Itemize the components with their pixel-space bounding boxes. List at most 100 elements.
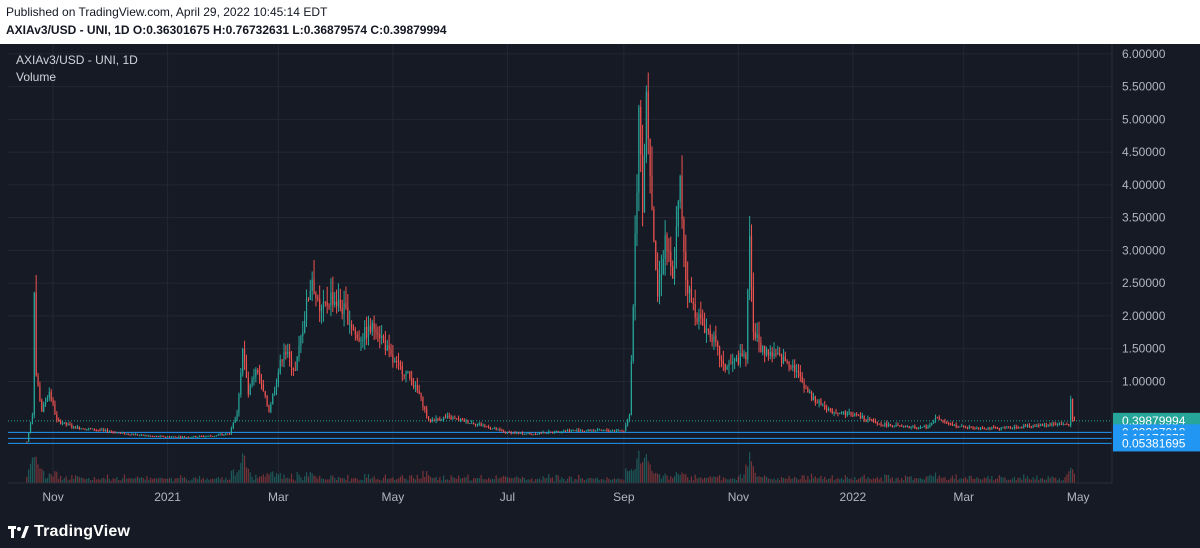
volume-bar	[557, 475, 559, 483]
candle-body	[966, 427, 969, 429]
volume-bar	[841, 478, 843, 483]
candle-body	[396, 360, 398, 362]
candle-body	[784, 356, 786, 362]
candle-body	[874, 421, 877, 423]
volume-bar	[946, 479, 948, 483]
candle-body	[305, 299, 308, 321]
volume-bar	[824, 476, 826, 483]
volume-bar	[426, 470, 428, 483]
volume-bar	[989, 479, 991, 483]
candle-body	[260, 380, 263, 385]
volume-bar	[405, 478, 407, 483]
candle-body	[275, 383, 278, 391]
volume-bar	[596, 478, 599, 483]
volume-bar	[422, 470, 424, 483]
volume-bar	[74, 475, 77, 483]
candle-body	[643, 157, 646, 213]
volume-bar	[1038, 479, 1040, 483]
volume-bar	[377, 479, 379, 483]
candle-body	[311, 279, 313, 291]
candle-body	[418, 390, 420, 395]
candle-body	[43, 404, 45, 412]
candle-body	[61, 423, 64, 425]
volume-bar	[570, 476, 572, 483]
candle-body	[56, 414, 58, 420]
candle-body	[807, 388, 809, 393]
volume-bar	[949, 478, 952, 483]
volume-bar	[634, 469, 636, 483]
volume-bar	[418, 478, 420, 483]
volume-bar	[44, 478, 47, 483]
volume-bar	[82, 477, 84, 483]
volume-bar	[140, 477, 142, 483]
candle-body	[29, 423, 32, 433]
y-tick-label: 5.50000	[1122, 80, 1166, 94]
volume-bar	[771, 479, 773, 483]
volume-bar	[469, 480, 471, 483]
candle-body	[533, 434, 535, 436]
candle-body	[651, 176, 653, 210]
candle-body	[33, 292, 35, 416]
volume-bar	[125, 478, 127, 483]
tradingview-brand[interactable]: TradingView	[34, 523, 131, 540]
candle-body	[1006, 427, 1008, 429]
candle-body	[762, 345, 764, 353]
volume-bar	[874, 478, 877, 483]
candle-body	[264, 391, 266, 396]
candle-body	[901, 425, 903, 427]
candle-body	[550, 431, 552, 433]
candle-body	[983, 428, 985, 430]
volume-bar	[630, 469, 632, 483]
volume-bar	[52, 476, 54, 483]
volume-bar	[129, 478, 131, 483]
candle-body	[407, 371, 409, 373]
volume-bar	[758, 476, 760, 483]
price-chart[interactable]: 6.00000 5.50000 5.00000 4.50000 4.00000 3.500…	[0, 44, 1200, 516]
candle-body	[200, 435, 202, 437]
candle-body	[613, 430, 616, 432]
candle-body	[358, 338, 360, 341]
candle-body	[118, 432, 120, 434]
volume-bar	[225, 477, 227, 483]
candle-body	[330, 292, 332, 306]
candle-body	[444, 417, 447, 419]
candle-body	[339, 299, 341, 308]
candle-body	[48, 391, 50, 398]
volume-bar	[816, 478, 818, 483]
candle-body	[369, 325, 371, 332]
candle-body	[236, 413, 238, 420]
candle-body	[1021, 426, 1023, 428]
volume-bar	[856, 479, 858, 483]
volume-bar	[617, 478, 619, 483]
volume-bar	[788, 475, 790, 483]
candle-body	[217, 434, 219, 436]
candle-body	[942, 420, 944, 422]
price-label-text: 0.39879994	[1122, 414, 1186, 428]
tradingview-logo-icon	[8, 526, 29, 538]
volume-bar	[364, 473, 366, 483]
candle-body	[255, 370, 257, 377]
volume-bar	[219, 479, 221, 483]
candle-body	[1025, 425, 1027, 427]
candle-body	[760, 342, 762, 353]
volume-bar	[397, 478, 400, 483]
volume-bar	[940, 478, 942, 483]
candle-body	[964, 426, 967, 428]
candle-body	[364, 326, 366, 340]
volume-bar	[897, 477, 899, 483]
candle-body	[542, 432, 544, 434]
candle-body	[238, 394, 240, 414]
candle-body	[831, 408, 833, 413]
candle-body	[390, 349, 392, 355]
volume-bar	[893, 481, 895, 483]
volume-bar	[471, 480, 473, 483]
candle-body	[568, 430, 570, 432]
candle-body	[257, 370, 259, 373]
volume-bar	[848, 478, 850, 483]
candle-body	[972, 427, 974, 429]
candle-body	[859, 415, 862, 418]
volume-bar	[213, 479, 216, 483]
volume-bar	[551, 477, 554, 483]
volume-bar	[536, 479, 539, 483]
candle-body	[326, 301, 328, 306]
